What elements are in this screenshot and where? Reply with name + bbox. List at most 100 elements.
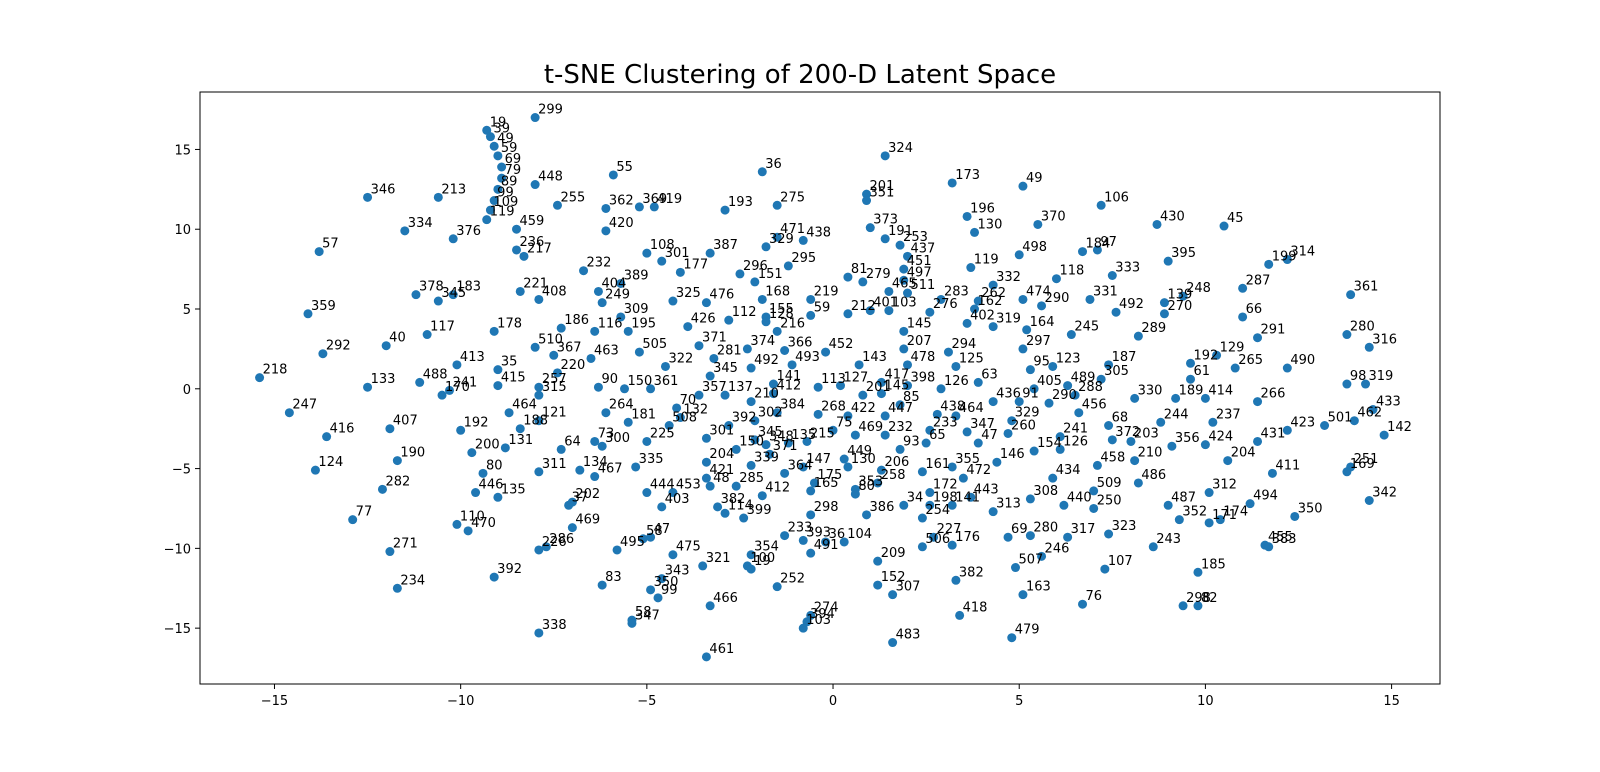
point-label: 99 — [661, 583, 678, 598]
scatter-point — [768, 389, 778, 399]
scatter-point — [1096, 200, 1106, 210]
point-label: 398 — [911, 371, 936, 386]
point-label: 464 — [512, 398, 537, 413]
point-label: 418 — [963, 600, 988, 615]
scatter-point — [757, 491, 767, 501]
point-label: 276 — [933, 297, 958, 312]
scatter-point — [463, 526, 473, 536]
scatter-point — [701, 298, 711, 308]
scatter-point — [493, 184, 503, 194]
scatter-point — [1130, 393, 1140, 403]
scatter-point — [534, 628, 544, 638]
point-label: 453 — [676, 478, 701, 493]
point-label: 213 — [441, 182, 466, 197]
scatter-point — [348, 515, 358, 525]
scatter-point — [590, 436, 600, 446]
scatter-point — [1230, 363, 1240, 373]
point-label: 225 — [650, 426, 675, 441]
scatter-point — [530, 180, 540, 190]
scatter-point — [1253, 436, 1263, 446]
point-label: 135 — [501, 482, 526, 497]
point-label: 114 — [728, 498, 753, 513]
scatter-point — [478, 468, 488, 478]
point-label: 403 — [665, 492, 690, 507]
scatter-point — [1204, 488, 1214, 498]
point-label: 196 — [970, 201, 995, 216]
point-label: 492 — [1119, 297, 1144, 312]
scatter-point — [672, 403, 682, 413]
scatter-point — [1014, 250, 1024, 260]
scatter-point — [1342, 379, 1352, 389]
scatter-point — [471, 488, 481, 498]
point-label: 392 — [497, 562, 522, 577]
point-label: 48 — [713, 471, 730, 486]
point-label: 334 — [408, 216, 433, 231]
point-label: 59 — [501, 141, 518, 156]
scatter-point — [757, 167, 767, 177]
point-label: 241 — [1063, 422, 1088, 437]
scatter-point — [1033, 219, 1043, 229]
scatter-point — [683, 322, 693, 332]
point-label: 190 — [400, 446, 425, 461]
scatter-point — [1290, 511, 1300, 521]
scatter-point — [638, 534, 648, 544]
scatter-point — [500, 443, 510, 453]
point-label: 319 — [996, 312, 1021, 327]
point-label: 258 — [881, 468, 906, 483]
scatter-point — [936, 384, 946, 394]
point-label: 169 — [1350, 457, 1375, 472]
point-label: 436 — [996, 387, 1021, 402]
scatter-point — [806, 486, 816, 496]
scatter-point — [303, 309, 313, 319]
scatter-point — [1163, 500, 1173, 510]
scatter-point — [843, 462, 853, 472]
scatter-point — [1223, 456, 1233, 466]
scatter-point — [1092, 460, 1102, 470]
point-label: 371 — [702, 331, 727, 346]
scatter-point — [850, 489, 860, 499]
point-label: 198 — [933, 490, 958, 505]
scatter-point — [456, 425, 466, 435]
point-label: 45 — [1227, 211, 1244, 226]
scatter-point — [675, 267, 685, 277]
point-label: 437 — [911, 241, 936, 256]
scatter-point — [1078, 599, 1088, 609]
point-label: 498 — [1022, 240, 1047, 255]
scatter-point — [843, 272, 853, 282]
point-label: 392 — [732, 410, 757, 425]
scatter-point — [947, 540, 957, 550]
point-label: 330 — [1138, 383, 1163, 398]
scatter-point — [549, 350, 559, 360]
scatter-point — [608, 170, 618, 180]
scatter-point — [623, 417, 633, 427]
scatter-point — [701, 457, 711, 467]
point-label: 250 — [1097, 493, 1122, 508]
point-label: 266 — [1261, 387, 1286, 402]
point-label: 421 — [709, 463, 734, 478]
scatter-point — [951, 361, 961, 371]
scatter-point — [452, 360, 462, 370]
point-label: 161 — [925, 457, 950, 472]
point-label: 200 — [475, 438, 500, 453]
scatter-point — [1022, 325, 1032, 335]
scatter-point — [895, 240, 905, 250]
point-label: 434 — [1056, 463, 1081, 478]
point-label: 125 — [959, 351, 984, 366]
point-label: 132 — [683, 403, 708, 418]
point-label: 387 — [713, 238, 738, 253]
scatter-point — [876, 377, 886, 387]
scatter-point — [843, 309, 853, 319]
scatter-point — [1018, 294, 1028, 304]
point-label: 361 — [1354, 280, 1379, 295]
scatter-point — [917, 467, 927, 477]
scatter-point — [601, 226, 611, 236]
scatter-point — [1074, 408, 1084, 418]
point-label: 295 — [791, 251, 816, 266]
scatter-point — [739, 513, 749, 523]
scatter-point — [1349, 416, 1359, 426]
scatter-point — [1037, 551, 1047, 561]
point-label: 417 — [884, 367, 909, 382]
y-tick-label: 5 — [183, 303, 191, 318]
scatter-point — [1212, 350, 1222, 360]
